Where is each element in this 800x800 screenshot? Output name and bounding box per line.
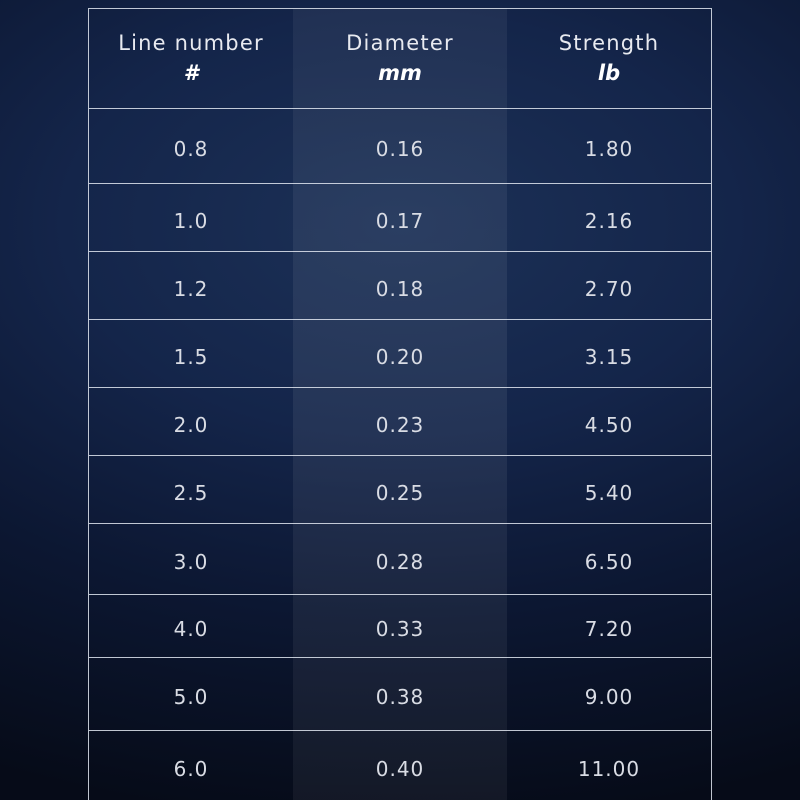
- cell-value: 11.00: [577, 757, 641, 781]
- line-number-cell: 2.0: [89, 388, 293, 455]
- cell-value: 1.0: [173, 208, 209, 233]
- cell-value: 4.0: [173, 617, 209, 641]
- cell-value: 2.5: [173, 480, 209, 505]
- cell-value: 7.20: [584, 617, 634, 641]
- diameter-cell: 0.28: [293, 524, 507, 594]
- line-number-cell: 2.5: [89, 456, 293, 523]
- diameter-cell: 0.17: [293, 184, 507, 251]
- cell-value: 6.0: [173, 757, 209, 781]
- table-row: 6.0 0.40 11.00: [89, 731, 711, 800]
- cell-value: 3.15: [584, 344, 634, 369]
- cell-value: 0.28: [375, 550, 425, 574]
- diameter-cell: 0.40: [293, 731, 507, 800]
- table-header: Line number # Diameter mm Strength lb: [89, 9, 711, 109]
- cell-value: 0.38: [375, 685, 425, 709]
- line-number-cell: 4.0: [89, 595, 293, 657]
- cell-value: 0.40: [375, 757, 425, 781]
- cell-value: 9.00: [584, 685, 634, 709]
- cell-value: 1.2: [173, 276, 209, 301]
- cell-value: 0.23: [375, 412, 425, 437]
- header-line-number: Line number #: [89, 9, 293, 108]
- strength-cell: 9.00: [507, 658, 711, 730]
- spec-table: Line number # Diameter mm Strength lb 0.…: [88, 8, 712, 800]
- cell-value: 1.5: [173, 344, 209, 369]
- table-row: 0.8 0.16 1.80: [89, 109, 711, 184]
- strength-cell: 3.15: [507, 320, 711, 387]
- header-label: Diameter: [346, 31, 454, 55]
- cell-value: 3.0: [173, 550, 209, 574]
- strength-cell: 2.16: [507, 184, 711, 251]
- diameter-cell: 0.38: [293, 658, 507, 730]
- diameter-cell: 0.33: [293, 595, 507, 657]
- cell-value: 2.70: [584, 276, 634, 301]
- header-unit: mm: [378, 61, 422, 85]
- table-row: 4.0 0.33 7.20: [89, 595, 711, 658]
- header-label: Strength: [558, 31, 660, 55]
- strength-cell: 2.70: [507, 252, 711, 319]
- cell-value: 0.25: [375, 480, 425, 505]
- strength-cell: 6.50: [507, 524, 711, 594]
- diameter-cell: 0.25: [293, 456, 507, 523]
- header-unit: lb: [597, 61, 621, 85]
- cell-value: 0.17: [375, 208, 425, 233]
- line-number-cell: 5.0: [89, 658, 293, 730]
- table-row: 3.0 0.28 6.50: [89, 524, 711, 595]
- diameter-cell: 0.16: [293, 109, 507, 183]
- strength-cell: 7.20: [507, 595, 711, 657]
- cell-value: 2.16: [584, 208, 634, 233]
- strength-cell: 1.80: [507, 109, 711, 183]
- line-number-cell: 1.2: [89, 252, 293, 319]
- line-number-cell: 3.0: [89, 524, 293, 594]
- cell-value: 4.50: [584, 412, 634, 437]
- table-row: 1.2 0.18 2.70: [89, 252, 711, 320]
- line-number-cell: 0.8: [89, 109, 293, 183]
- cell-value: 0.8: [173, 137, 209, 161]
- diameter-cell: 0.20: [293, 320, 507, 387]
- cell-value: 0.16: [375, 137, 425, 161]
- line-number-cell: 1.0: [89, 184, 293, 251]
- table-row: 2.0 0.23 4.50: [89, 388, 711, 456]
- diameter-cell: 0.23: [293, 388, 507, 455]
- cell-value: 1.80: [584, 137, 634, 161]
- cell-value: 0.33: [375, 617, 425, 641]
- strength-cell: 5.40: [507, 456, 711, 523]
- cell-value: 0.18: [375, 276, 425, 301]
- strength-cell: 11.00: [507, 731, 711, 800]
- cell-value: 2.0: [173, 412, 209, 437]
- header-diameter: Diameter mm: [293, 9, 507, 108]
- table-row: 5.0 0.38 9.00: [89, 658, 711, 731]
- diameter-cell: 0.18: [293, 252, 507, 319]
- table-row: 2.5 0.25 5.40: [89, 456, 711, 524]
- cell-value: 0.20: [375, 344, 425, 369]
- header-strength: Strength lb: [507, 9, 711, 108]
- cell-value: 6.50: [584, 550, 634, 574]
- header-unit: #: [183, 61, 199, 85]
- cell-value: 5.40: [584, 480, 634, 505]
- table-row: 1.5 0.20 3.15: [89, 320, 711, 388]
- line-number-cell: 1.5: [89, 320, 293, 387]
- line-number-cell: 6.0: [89, 731, 293, 800]
- strength-cell: 4.50: [507, 388, 711, 455]
- table-row: 1.0 0.17 2.16: [89, 184, 711, 252]
- cell-value: 5.0: [173, 685, 209, 709]
- header-label: Line number: [118, 31, 264, 55]
